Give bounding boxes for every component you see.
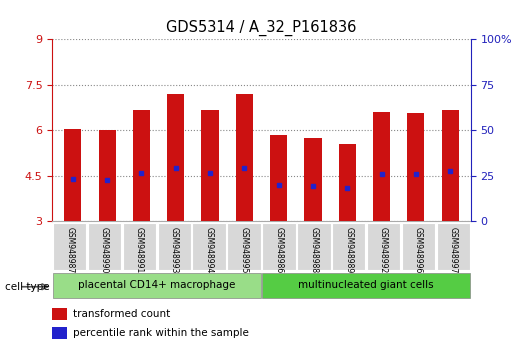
- Bar: [123, 223, 156, 270]
- Text: GSM948986: GSM948986: [275, 227, 283, 273]
- Bar: [236, 94, 253, 221]
- Text: GSM948990: GSM948990: [100, 227, 109, 273]
- Bar: [304, 138, 322, 221]
- Bar: [339, 144, 356, 221]
- Bar: [297, 223, 331, 270]
- Bar: [441, 110, 459, 221]
- Text: GSM948994: GSM948994: [204, 227, 214, 273]
- Text: GSM948997: GSM948997: [449, 227, 458, 273]
- Bar: [53, 223, 86, 270]
- Bar: [157, 223, 191, 270]
- Bar: [262, 223, 295, 270]
- Text: cell type: cell type: [5, 282, 50, 292]
- Bar: [52, 308, 67, 320]
- Text: placental CD14+ macrophage: placental CD14+ macrophage: [78, 280, 235, 290]
- Bar: [52, 327, 67, 339]
- Text: GSM948992: GSM948992: [379, 227, 388, 273]
- Text: GSM948988: GSM948988: [309, 227, 319, 273]
- Bar: [262, 273, 470, 298]
- Bar: [99, 130, 116, 221]
- Bar: [402, 223, 435, 270]
- Text: GDS5314 / A_32_P161836: GDS5314 / A_32_P161836: [166, 19, 357, 36]
- Text: transformed count: transformed count: [73, 309, 170, 319]
- Bar: [88, 223, 121, 270]
- Bar: [133, 110, 150, 221]
- Text: GSM948989: GSM948989: [344, 227, 353, 273]
- Text: multinucleated giant cells: multinucleated giant cells: [298, 280, 434, 290]
- Bar: [64, 129, 82, 221]
- Bar: [53, 273, 261, 298]
- Bar: [167, 94, 184, 221]
- Text: GSM948993: GSM948993: [170, 227, 179, 273]
- Bar: [228, 223, 261, 270]
- Bar: [437, 223, 470, 270]
- Text: GSM948996: GSM948996: [414, 227, 423, 273]
- Text: GSM948991: GSM948991: [135, 227, 144, 273]
- Bar: [407, 113, 424, 221]
- Bar: [270, 135, 287, 221]
- Bar: [192, 223, 226, 270]
- Bar: [201, 110, 219, 221]
- Bar: [373, 112, 390, 221]
- Bar: [367, 223, 400, 270]
- Bar: [332, 223, 366, 270]
- Text: percentile rank within the sample: percentile rank within the sample: [73, 328, 249, 338]
- Text: GSM948987: GSM948987: [65, 227, 74, 273]
- Text: GSM948995: GSM948995: [240, 227, 248, 273]
